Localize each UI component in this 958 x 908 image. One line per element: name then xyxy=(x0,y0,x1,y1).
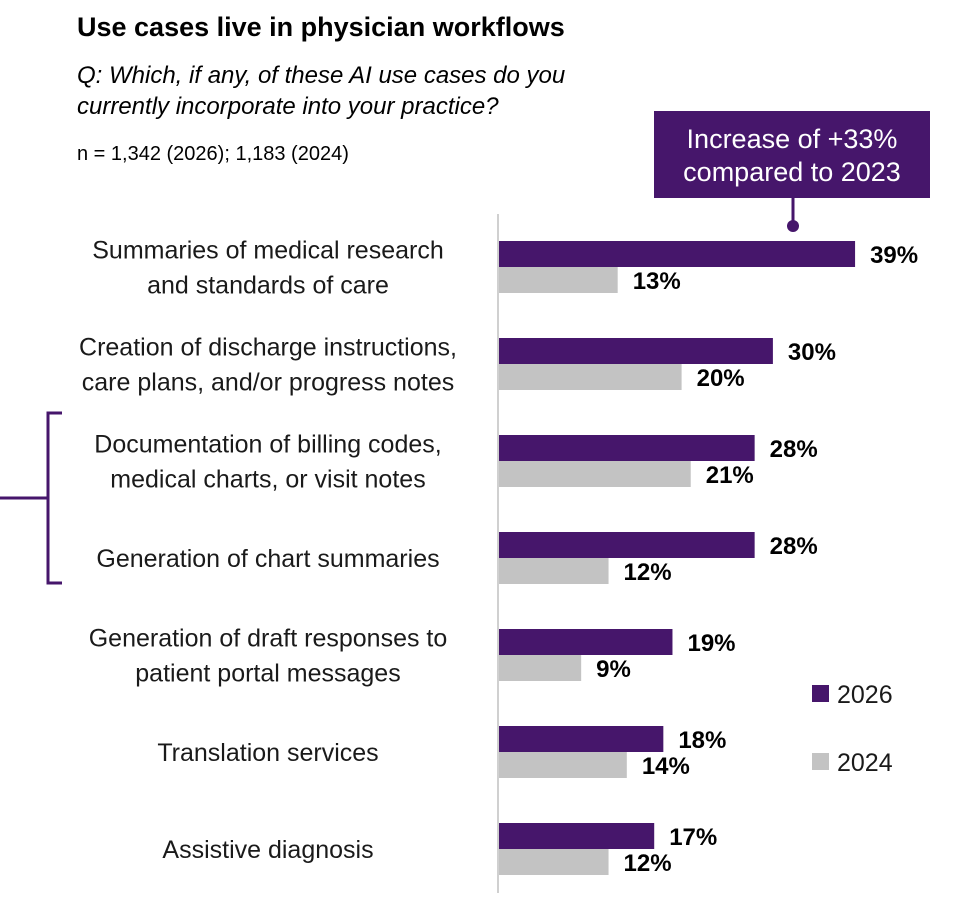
value-label: 17% xyxy=(669,824,717,851)
bar-2026 xyxy=(499,629,673,655)
value-label: 9% xyxy=(596,656,631,683)
value-label: 19% xyxy=(687,630,735,657)
bar-2026 xyxy=(499,726,664,752)
bar-2024 xyxy=(499,364,682,390)
bar-2024 xyxy=(499,267,618,293)
value-label: 18% xyxy=(678,727,726,754)
category-label: Generation of chart summaries xyxy=(96,545,439,573)
bar-2024 xyxy=(499,752,627,778)
legend-swatch-2024 xyxy=(812,753,829,770)
bar-2026 xyxy=(499,823,655,849)
callout-box xyxy=(654,111,930,198)
legend-label-2024: 2024 xyxy=(837,749,893,777)
value-label: 30% xyxy=(788,339,836,366)
callout-line-1: Increase of +33% xyxy=(686,124,898,154)
callout-line-2: compared to 2023 xyxy=(683,157,901,187)
chart-title: Use cases live in physician workflows xyxy=(77,12,565,42)
category-label: Generation of draft responses to patient … xyxy=(89,625,448,688)
callout-increase: Increase of +33% compared to 2023 xyxy=(654,111,930,198)
legend-label-2026: 2026 xyxy=(837,681,893,709)
survey-question: Q: Which, if any, of these AI use cases … xyxy=(77,62,566,120)
sample-size: n = 1,342 (2026); 1,183 (2024) xyxy=(77,143,349,165)
bar-2026 xyxy=(499,532,755,558)
callout-dot xyxy=(787,220,799,232)
category-label: Creation of discharge instructions, care … xyxy=(79,334,457,397)
value-label: 21% xyxy=(706,462,754,489)
value-label: 12% xyxy=(624,850,672,877)
category-bracket xyxy=(0,411,62,585)
bar-2026 xyxy=(499,241,856,267)
bar-2026 xyxy=(499,338,773,364)
value-label: 28% xyxy=(770,533,818,560)
category-label: Assistive diagnosis xyxy=(162,836,373,864)
bar-2024 xyxy=(499,461,691,487)
value-label: 13% xyxy=(633,268,681,295)
legend-swatch-2026 xyxy=(812,685,829,702)
value-label: 12% xyxy=(624,559,672,586)
bar-2024 xyxy=(499,655,582,681)
value-label: 14% xyxy=(642,753,690,780)
category-label: Documentation of billing codes, medical c… xyxy=(94,431,441,494)
category-label: Translation services xyxy=(157,739,378,767)
bar-2026 xyxy=(499,435,755,461)
bar-2024 xyxy=(499,558,609,584)
value-label: 39% xyxy=(870,242,918,269)
bar-2024 xyxy=(499,849,609,875)
category-label: Summaries of medical research and standar… xyxy=(92,237,444,300)
value-label: 20% xyxy=(697,365,745,392)
value-label: 28% xyxy=(770,436,818,463)
